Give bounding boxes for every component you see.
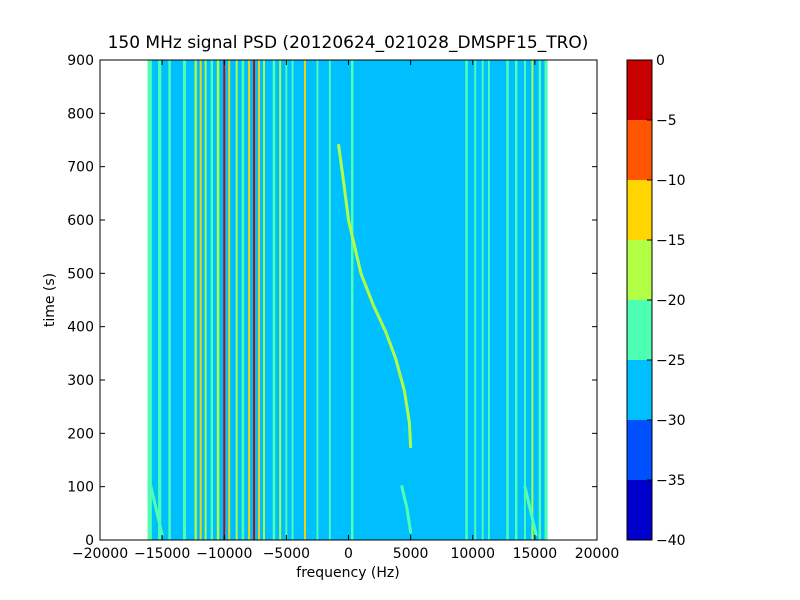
spectral-line-13 — [248, 60, 251, 540]
colorbar-level-7 — [627, 60, 652, 120]
x-tick-label: 20000 — [575, 546, 620, 562]
heatmap-plot-area — [99, 59, 598, 541]
spectral-line-29 — [506, 60, 509, 540]
spectral-line-14 — [253, 60, 256, 540]
colorbar-level-3 — [627, 300, 652, 360]
y-axis-label: time (s) — [42, 273, 58, 327]
spectral-line-22 — [316, 60, 319, 540]
spectral-line-23 — [328, 60, 331, 540]
spectral-line-26 — [474, 60, 477, 540]
y-tick-label: 0 — [85, 533, 94, 549]
spectral-line-28 — [487, 60, 490, 540]
spectral-line-10 — [228, 60, 231, 540]
spectral-line-33 — [538, 60, 542, 540]
spectral-line-5 — [199, 60, 202, 540]
spectral-line-8 — [216, 60, 220, 540]
y-tick-label: 300 — [67, 373, 94, 389]
spectral-line-9 — [223, 60, 226, 540]
y-tick-label: 800 — [67, 106, 94, 122]
y-axis: 0 100 200 300 400 500 600 700 800 900 — [67, 53, 597, 549]
spectral-line-25 — [465, 60, 468, 540]
x-tick-label: 0 — [344, 546, 353, 562]
x-tick-label: −20000 — [72, 546, 128, 562]
spectral-line-16 — [263, 60, 265, 540]
x-tick-label: 15000 — [513, 546, 558, 562]
y-tick-label: 600 — [67, 213, 94, 229]
spectral-line-21 — [304, 60, 306, 540]
spectral-line-27 — [481, 60, 484, 540]
x-tick-label: −15000 — [134, 546, 190, 562]
spectral-line-6 — [204, 60, 207, 540]
doppler-curve-1 — [400, 485, 413, 534]
spectral-line-3 — [182, 60, 187, 540]
colorbar-tick-label: −5 — [656, 113, 677, 129]
x-axis: −20000 −15000 −10000 −5000 0 5000 10000 15000 20… — [72, 60, 619, 562]
colorbar-tick-label: −25 — [656, 353, 686, 369]
colorbar-level-4 — [627, 240, 652, 300]
colorbar-tick-label: 0 — [656, 53, 665, 69]
x-tick-label: −5000 — [263, 546, 310, 562]
spectral-line-2 — [168, 60, 171, 540]
spectral-line-17 — [272, 60, 276, 540]
spectral-line-1 — [158, 60, 162, 540]
heatmap-layer — [147, 60, 548, 540]
colorbar-tick-label: −15 — [656, 233, 686, 249]
colorbar-level-1 — [627, 420, 652, 480]
y-tick-label: 200 — [67, 426, 94, 442]
x-tick-label: 10000 — [450, 546, 495, 562]
colorbar: 0 −5 −10 −15 −20 −25 −30 −35 −40 — [626, 53, 686, 549]
colorbar-level-5 — [627, 180, 652, 240]
spectral-line-34 — [544, 60, 548, 540]
y-tick-label: 900 — [67, 53, 94, 69]
heatmap-background — [149, 60, 548, 540]
colorbar-level-6 — [627, 120, 652, 180]
y-tick-label: 500 — [67, 266, 94, 282]
spectral-line-19 — [285, 60, 288, 540]
spectral-line-0 — [147, 60, 152, 540]
colorbar-tick-label: −10 — [656, 173, 686, 189]
curve-layer — [148, 143, 538, 537]
colorbar-tick-label: −40 — [656, 533, 686, 549]
spectral-line-18 — [279, 60, 282, 540]
colorbar-tick-label: −20 — [656, 293, 686, 309]
spectral-line-31 — [524, 60, 526, 540]
colorbar-level-2 — [627, 360, 652, 420]
chart-title: 150 MHz signal PSD (20120624_021028_DMSP… — [108, 33, 589, 53]
colorbar-tick-label: −35 — [656, 473, 686, 489]
x-tick-label: −10000 — [196, 546, 252, 562]
spectral-line-30 — [514, 60, 518, 540]
spectral-line-4 — [194, 60, 197, 540]
spectral-line-11 — [235, 60, 238, 540]
spectral-line-7 — [210, 60, 214, 540]
x-tick-label: 5000 — [393, 546, 429, 562]
y-tick-label: 400 — [67, 320, 94, 336]
spectral-line-15 — [258, 60, 260, 540]
doppler-curve-0 — [337, 143, 413, 449]
spectral-line-24 — [350, 60, 354, 540]
spectral-line-12 — [241, 60, 245, 540]
spectral-line-32 — [531, 60, 534, 540]
colorbar-tick-label: −30 — [656, 413, 686, 429]
x-axis-label: frequency (Hz) — [296, 565, 399, 581]
y-tick-label: 700 — [67, 160, 94, 176]
y-tick-label: 100 — [67, 480, 94, 496]
spectral-line-20 — [291, 60, 294, 540]
doppler-curve-2 — [523, 485, 538, 537]
doppler-curve-3 — [148, 479, 164, 537]
colorbar-level-0 — [627, 480, 652, 540]
